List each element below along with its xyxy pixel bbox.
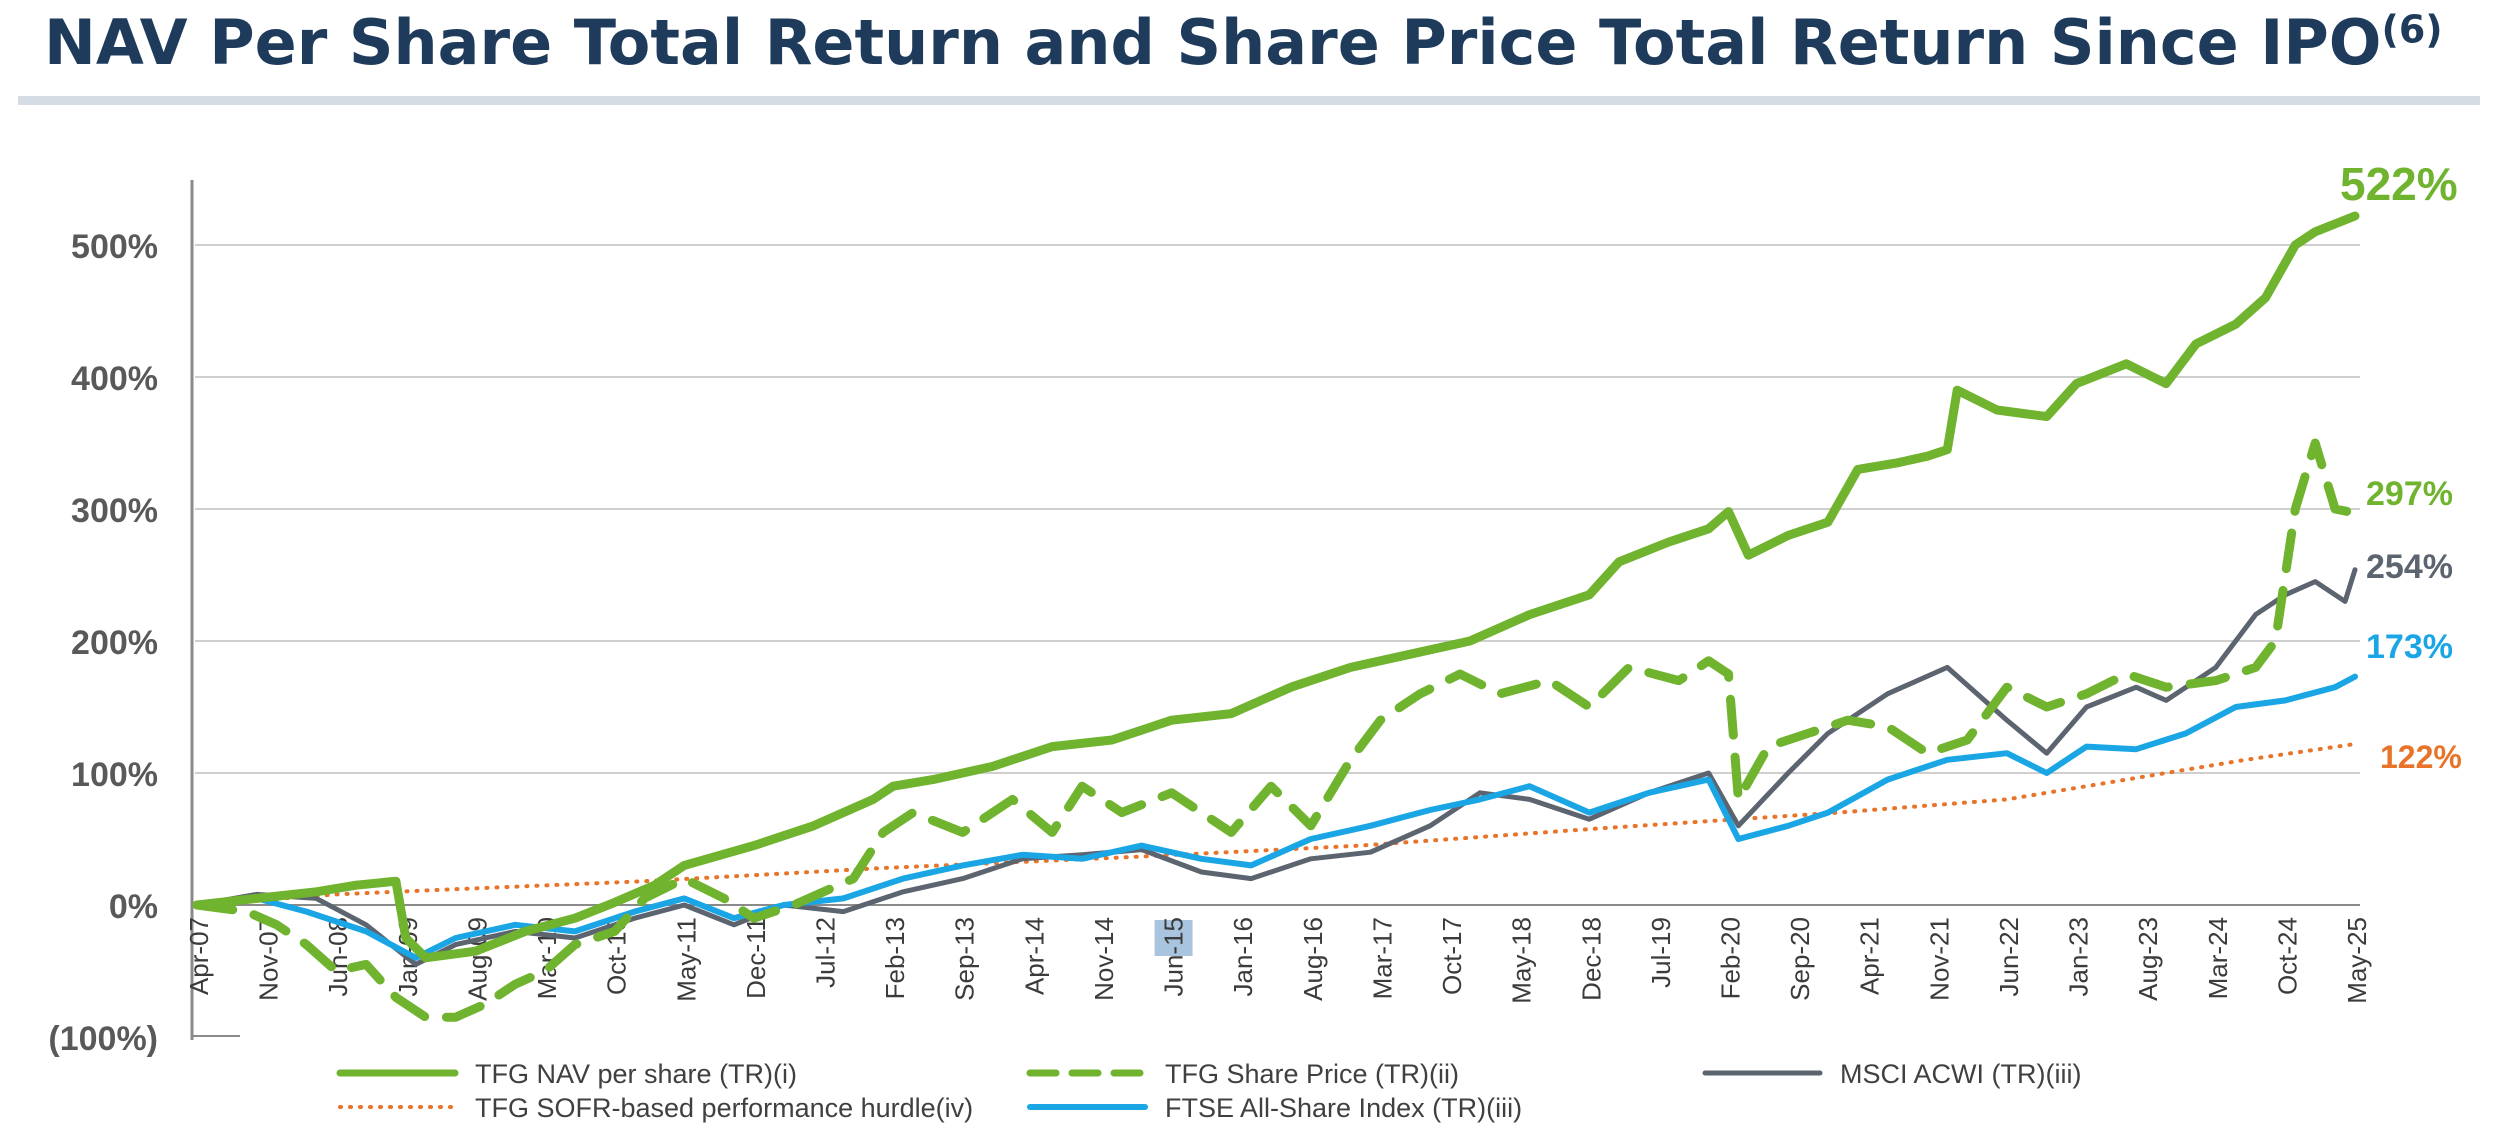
x-tick-label: Aug-23: [2133, 917, 2163, 1001]
y-tick-label: 300%: [71, 492, 158, 530]
x-tick-label: May-18: [1507, 917, 1537, 1004]
series-line-3: [195, 742, 2357, 907]
x-tick-label: Jun-15: [1159, 917, 1189, 997]
x-tick-label: Nov-14: [1089, 917, 1119, 1001]
x-tick-label: Apr-07: [184, 917, 214, 995]
series-line-1: [192, 438, 2360, 1022]
y-tick-label: 200%: [71, 624, 158, 662]
page-title-text: NAV Per Share Total Return and Share Pri…: [44, 6, 2382, 79]
series-line-2: [194, 567, 2358, 967]
x-tick-label: Apr-21: [1855, 917, 1885, 995]
x-tick-label: Apr-14: [1019, 917, 1049, 995]
x-tick-label: Sep-13: [950, 917, 980, 1001]
chart-gridlines: [195, 244, 2360, 774]
x-tick-label: Jun-08: [323, 917, 353, 997]
x-tick-label: Jan-16: [1228, 917, 1258, 997]
x-tick-label: Mar-17: [1367, 917, 1397, 999]
x-tick-label: Oct-17: [1437, 917, 1467, 995]
x-tick-label: Feb-13: [880, 917, 910, 999]
legend-label-1: TFG Share Price (TR)(ii): [1165, 1059, 1459, 1089]
end-label-1: 297%: [2366, 475, 2453, 513]
y-tick-label: (100%): [48, 1020, 158, 1058]
x-tick-label: Mar-24: [2203, 917, 2233, 999]
series-line-0: [192, 211, 2360, 963]
series-end-labels: 522% 297% 254% 122% 173%: [2340, 158, 2462, 775]
x-tick-label: Jan-23: [2064, 917, 2094, 997]
y-tick-label: 500%: [71, 228, 158, 266]
end-label-2: 254%: [2366, 548, 2453, 586]
legend-label-4: FTSE All-Share Index (TR)(iii): [1165, 1093, 1522, 1123]
x-tick-label: Jul-12: [811, 917, 841, 988]
x-tick-label: Oct-24: [2272, 917, 2302, 995]
x-tick-label: Dec-18: [1576, 917, 1606, 1001]
legend-label-3: TFG SOFR-based performance hurdle(iv): [475, 1093, 973, 1123]
legend-label-0: TFG NAV per share (TR)(i): [475, 1059, 797, 1089]
page-title: NAV Per Share Total Return and Share Pri…: [44, 6, 2443, 79]
x-tick-label: Nov-21: [1924, 917, 1954, 1001]
end-label-0: 522%: [2340, 158, 2458, 210]
legend-label-2: MSCI ACWI (TR)(iii): [1840, 1059, 2081, 1089]
x-tick-highlight: [1154, 920, 1193, 956]
x-tick-label: May-25: [2342, 917, 2372, 1004]
title-divider: [18, 96, 2480, 105]
x-tick-label: May-11: [671, 917, 701, 1002]
chart-legend: TFG NAV per share (TR)(i) TFG Share Price…: [336, 1059, 2081, 1123]
x-tick-label: Sep-20: [1785, 917, 1815, 1001]
end-label-4: 173%: [2366, 628, 2453, 666]
chart-axes: [190, 180, 2360, 1040]
y-axis-ticks: (100%) 0% 100% 200% 300% 400% 500%: [48, 228, 158, 1058]
title-footnote: (6): [2381, 7, 2443, 52]
y-tick-label: 0%: [109, 888, 158, 926]
x-tick-label: Dec-11: [741, 917, 771, 999]
chart-series: [192, 211, 2360, 1022]
x-tick-label: Aug-16: [1298, 917, 1328, 1001]
y-tick-label: 400%: [71, 360, 158, 398]
end-label-3: 122%: [2380, 739, 2462, 775]
series-line-4: [194, 673, 2358, 961]
x-tick-label: Feb-20: [1715, 917, 1745, 999]
y-tick-label: 100%: [71, 756, 158, 794]
x-tick-label: Jul-19: [1646, 917, 1676, 988]
x-axis-ticks: Apr-07 Nov-07 Jun-08 Jan-09 Aug-09 Mar-10 Oct-…: [184, 917, 2372, 1004]
x-tick-label: Jun-22: [1994, 917, 2024, 997]
